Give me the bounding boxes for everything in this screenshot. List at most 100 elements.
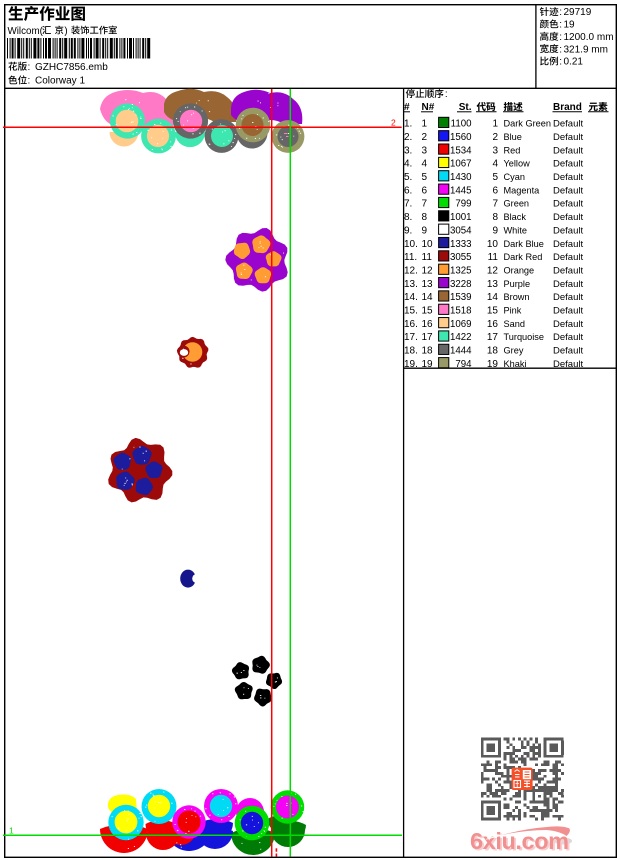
svg-text:7.: 7.	[404, 199, 412, 210]
svg-text:4: 4	[422, 159, 428, 170]
svg-text:5: 5	[492, 172, 498, 183]
svg-text:1539: 1539	[450, 292, 472, 303]
svg-text:11: 11	[488, 252, 499, 263]
svg-text:2.: 2.	[404, 132, 412, 143]
svg-text:19: 19	[564, 20, 576, 31]
svg-text:#: #	[404, 102, 410, 113]
svg-text:N#: N#	[422, 102, 435, 113]
svg-text:4: 4	[492, 159, 498, 170]
svg-text:1069: 1069	[450, 319, 472, 330]
svg-text:6: 6	[422, 185, 428, 196]
svg-text:16: 16	[487, 319, 499, 330]
svg-text:Khaki: Khaki	[504, 359, 527, 369]
svg-text:1445: 1445	[450, 185, 472, 196]
svg-text:Pink: Pink	[504, 306, 522, 316]
svg-text:12.: 12.	[404, 265, 418, 276]
svg-text:1: 1	[9, 825, 14, 835]
svg-text:Dark Green: Dark Green	[504, 119, 552, 129]
svg-text:15: 15	[422, 306, 434, 317]
svg-text:8.: 8.	[404, 212, 412, 223]
svg-text:Default: Default	[553, 332, 583, 343]
svg-text:Dark Red: Dark Red	[504, 252, 543, 262]
svg-text:Default: Default	[553, 279, 583, 290]
svg-text:10.: 10.	[404, 239, 418, 250]
svg-text:Default: Default	[553, 306, 583, 317]
svg-text:2: 2	[492, 132, 498, 143]
svg-text:1518: 1518	[450, 306, 472, 317]
svg-text:1534: 1534	[450, 145, 472, 156]
svg-text:Red: Red	[504, 145, 521, 155]
svg-text::: :	[28, 76, 31, 87]
svg-text:14: 14	[422, 292, 434, 303]
svg-text:): )	[64, 26, 67, 37]
svg-text:17: 17	[422, 332, 434, 343]
svg-text:Magenta: Magenta	[504, 185, 541, 195]
svg-text:Green: Green	[504, 199, 530, 209]
svg-text:Yellow: Yellow	[504, 159, 531, 169]
svg-text:16.: 16.	[404, 319, 418, 330]
svg-text:Sand: Sand	[504, 319, 525, 329]
svg-text:12: 12	[487, 265, 499, 276]
svg-text:3055: 3055	[450, 252, 472, 263]
svg-text:Dark Blue: Dark Blue	[504, 239, 544, 249]
svg-text::: :	[445, 89, 448, 100]
svg-text:12: 12	[422, 265, 434, 276]
svg-text:1444: 1444	[450, 346, 472, 357]
svg-text:15: 15	[487, 306, 499, 317]
svg-text:13: 13	[422, 279, 434, 290]
svg-text:8: 8	[422, 212, 428, 223]
svg-text:17.: 17.	[404, 332, 418, 343]
svg-text:794: 794	[455, 359, 472, 370]
svg-text:7: 7	[492, 199, 498, 210]
svg-text::: :	[559, 44, 562, 55]
svg-text:7: 7	[422, 199, 428, 210]
svg-text:Default: Default	[553, 239, 583, 250]
svg-text:3054: 3054	[450, 225, 472, 236]
svg-text:4.: 4.	[404, 159, 412, 170]
svg-text:15.: 15.	[404, 306, 418, 317]
svg-text:799: 799	[455, 199, 471, 210]
svg-text:Black: Black	[504, 212, 527, 222]
svg-text:Default: Default	[553, 145, 583, 156]
svg-text:5.: 5.	[404, 172, 412, 183]
svg-text:Default: Default	[553, 319, 583, 330]
svg-text::: :	[559, 20, 562, 31]
svg-text:Default: Default	[553, 225, 583, 236]
svg-text::: :	[28, 62, 31, 73]
svg-text:Default: Default	[553, 132, 583, 143]
svg-text:6xiu.com: 6xiu.com	[472, 829, 571, 855]
svg-text:1430: 1430	[450, 172, 472, 183]
svg-text::: :	[559, 7, 562, 18]
svg-text:Brand: Brand	[553, 102, 582, 113]
svg-text:White: White	[504, 225, 528, 235]
svg-text:Default: Default	[553, 359, 583, 370]
svg-text:1422: 1422	[450, 332, 472, 343]
svg-text:17: 17	[487, 332, 499, 343]
svg-text:19: 19	[487, 359, 499, 370]
svg-text:1: 1	[422, 119, 428, 130]
svg-text:Cyan: Cyan	[504, 172, 525, 182]
svg-text:Colorway 1: Colorway 1	[35, 76, 85, 87]
svg-text:Grey: Grey	[504, 346, 524, 356]
svg-text:1001: 1001	[450, 212, 472, 223]
svg-text:3.: 3.	[404, 145, 412, 156]
svg-text:14.: 14.	[404, 292, 418, 303]
svg-text:14: 14	[487, 292, 499, 303]
svg-text:1.: 1.	[404, 119, 412, 130]
svg-text:1100: 1100	[451, 119, 472, 130]
svg-text:6: 6	[492, 185, 498, 196]
svg-text:5: 5	[422, 172, 428, 183]
svg-text:1325: 1325	[450, 265, 472, 276]
svg-text:Turquoise: Turquoise	[504, 332, 545, 342]
svg-text:0.21: 0.21	[564, 57, 584, 68]
svg-text:Default: Default	[553, 119, 583, 130]
svg-text:3228: 3228	[450, 279, 472, 290]
svg-text:10: 10	[422, 239, 434, 250]
svg-text:2: 2	[391, 117, 396, 127]
svg-text:18: 18	[422, 346, 434, 357]
svg-text:1: 1	[492, 119, 498, 130]
svg-text:Default: Default	[553, 265, 583, 276]
svg-text:St.: St.	[459, 102, 472, 113]
svg-text:11.: 11.	[404, 252, 417, 263]
svg-text:10: 10	[487, 239, 499, 250]
